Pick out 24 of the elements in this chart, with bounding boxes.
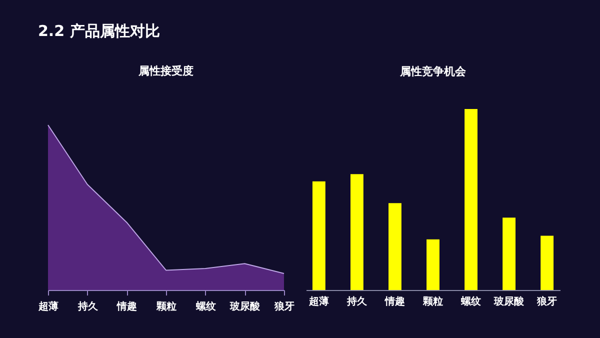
chart-title: 属性竞争机会 <box>399 65 467 78</box>
bar <box>464 109 478 290</box>
x-tick-label: 颗粒 <box>422 296 443 308</box>
x-tick-label: 持久 <box>346 296 368 308</box>
x-tick-label: 螺纹 <box>194 300 216 312</box>
text: 2.2 产品属性对比 <box>38 22 160 41</box>
bar <box>388 203 402 290</box>
x-tick-label: 超薄 <box>308 296 329 308</box>
bar <box>540 236 554 290</box>
x-tick-label: 狼牙 <box>536 296 558 308</box>
bar <box>426 239 440 290</box>
x-tick-label: 狼牙 <box>274 300 294 312</box>
bar <box>312 181 326 290</box>
x-tick-label: 超薄 <box>38 300 58 312</box>
x-tick-label: 情趣 <box>116 300 138 312</box>
x-tick-label: 玻尿酸 <box>229 300 262 312</box>
x-tick-label: 颗粒 <box>156 300 176 312</box>
x-tick-label: 螺纹 <box>460 296 482 308</box>
x-tick-label: 玻尿酸 <box>493 296 526 308</box>
chart-title: 属性接受度 <box>138 64 194 78</box>
x-tick-label: 情趣 <box>384 296 405 308</box>
bar <box>502 218 516 290</box>
x-tick-label: 持久 <box>76 300 99 312</box>
bar <box>350 174 364 290</box>
